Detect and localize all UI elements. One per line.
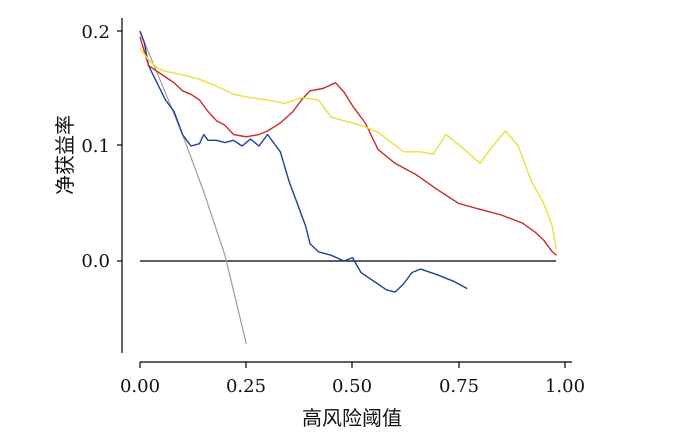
reference-line [139,31,247,344]
y-axis-title: 净获益率 [53,115,77,195]
x-tick-label: 0.00 [120,376,160,397]
x-tick-label: 0.50 [332,376,372,397]
y-tick-label: 0.1 [81,136,110,157]
x-axis-title: 高风险阈值 [302,406,402,430]
x-tick-label: 0.25 [226,376,266,397]
y-tick-label: 0.2 [81,22,110,43]
y-tick-label: 0.0 [81,251,110,272]
series-line [139,36,557,256]
x-tick-marks [139,362,566,368]
x-tick-label: 0.75 [439,376,479,397]
series-line [139,47,558,250]
series-layer [139,30,558,344]
series-line [139,30,468,293]
y-tick-marks [117,30,122,262]
x-tick-label: 1.00 [545,376,585,397]
